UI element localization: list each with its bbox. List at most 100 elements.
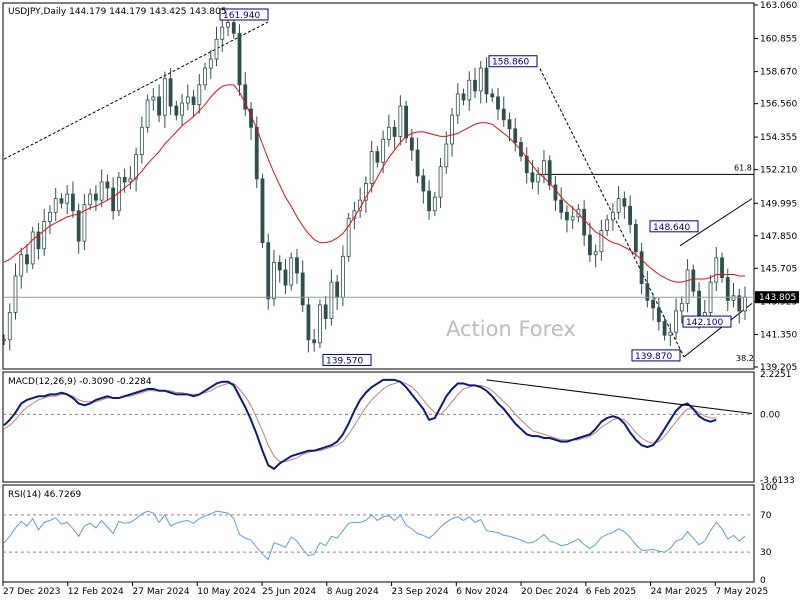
candle-body: [306, 304, 311, 341]
candle-body: [99, 181, 104, 201]
candle-body: [214, 38, 219, 60]
candle-body: [122, 176, 127, 183]
candle-body: [76, 210, 81, 242]
candle-body: [168, 78, 173, 107]
date-tick-label: 23 Sep 2024: [392, 587, 449, 597]
candle-body: [639, 251, 644, 285]
date-tick-label: 27 Dec 2023: [3, 587, 61, 597]
candle-body: [404, 105, 408, 139]
candle-body: [254, 126, 259, 180]
candle-body: [220, 26, 225, 40]
price-annotation: 139.570: [326, 356, 363, 366]
price-annotation: 139.870: [635, 352, 672, 362]
candle-body: [295, 257, 299, 274]
price-annotation-box: [219, 8, 269, 21]
candle-body: [610, 211, 615, 221]
candle-body: [260, 178, 265, 244]
candle-body: [547, 160, 552, 186]
candle-body: [289, 257, 294, 286]
candle-body: [622, 198, 627, 207]
price-panel-border: [2, 2, 755, 370]
candle-body: [386, 126, 391, 140]
candle-body: [180, 102, 184, 116]
candle-body: [341, 255, 345, 298]
price-annotation-box: [631, 349, 681, 362]
candle-body: [237, 32, 242, 86]
candle-body: [432, 196, 437, 212]
candle-body: [226, 22, 230, 28]
candle-body: [191, 96, 196, 105]
candle-body: [714, 257, 719, 283]
candle-body: [88, 193, 93, 206]
candle-body: [674, 310, 678, 333]
candle-body: [450, 114, 454, 145]
current-price-box: [755, 291, 799, 304]
price-annotation-box: [682, 315, 732, 328]
candle-body: [157, 96, 161, 116]
rsi-tick-label: 0: [760, 576, 766, 586]
channel-upper-line: [679, 198, 753, 247]
candle-body: [628, 205, 633, 225]
candle-body: [679, 302, 684, 312]
candle-body: [645, 283, 650, 301]
candle-body: [559, 199, 564, 213]
candle-body: [409, 137, 414, 151]
price-tick-label: 160.855: [760, 34, 797, 44]
fib-label: 38.2: [736, 354, 754, 363]
price-tick-label: 147.850: [760, 232, 797, 242]
candle-body: [42, 220, 47, 250]
rsi-axis: 100 70 30 0: [760, 483, 777, 586]
rsi-tick-label: 70: [760, 511, 772, 521]
candle-body: [272, 261, 276, 300]
macd-trendline: [486, 379, 753, 414]
candle-body: [329, 281, 334, 319]
candle-body: [185, 96, 190, 104]
price-annotation-box: [488, 55, 538, 68]
macd-tick-label: 0.00: [760, 410, 780, 420]
candle-body: [111, 187, 116, 212]
macd-panel-title: MACD(12,26,9) -0.3090 -0.2284: [8, 377, 152, 387]
candle-body: [616, 198, 621, 213]
candle-body: [312, 339, 317, 344]
price-axis: 163.060 160.855 158.670 156.560 154.355 152.2…: [3, 1, 799, 373]
candle-body: [139, 126, 144, 156]
candle-body: [582, 208, 587, 236]
candle-body: [536, 173, 541, 183]
candle-body: [243, 84, 248, 110]
candle-body: [691, 269, 696, 292]
price-tick-label: 163.060: [760, 1, 797, 11]
candle-body: [438, 166, 443, 198]
date-tick-label: 6 Feb 2025: [586, 587, 636, 597]
candle-body: [7, 312, 12, 341]
candle-body: [65, 193, 70, 204]
macd-axis: 2.2251 0.00 -3.6133: [760, 370, 795, 486]
macd-tick-label: -3.6133: [760, 476, 795, 486]
candle-body: [507, 119, 512, 130]
candle-body: [94, 193, 98, 201]
candle-body: [461, 93, 466, 101]
watermark: Action Forex: [446, 317, 576, 341]
candle-body: [71, 193, 75, 212]
candle-body: [421, 175, 426, 192]
candle-body: [455, 93, 460, 116]
candle-body: [484, 67, 489, 95]
rsi-panel-border: [2, 484, 755, 583]
candle-body: [162, 78, 167, 116]
candle-body: [576, 208, 581, 218]
candle-body: [53, 198, 58, 213]
price-panel-title: USDJPY,Daily 144.179 144.179 143.425 143…: [8, 7, 227, 17]
candle-body: [346, 217, 351, 257]
candle-body: [30, 231, 35, 265]
candle-body: [519, 142, 523, 157]
moving-average-line: [3, 84, 745, 283]
candle-body: [335, 281, 340, 298]
candle-body: [266, 242, 271, 300]
candle-body: [668, 331, 673, 336]
candle-body: [48, 211, 52, 222]
date-tick-label: 27 Mar 2024: [133, 587, 190, 597]
date-tick-label: 25 Jun 2024: [262, 587, 316, 597]
price-tick-label: 145.705: [760, 264, 797, 274]
candle-body: [381, 139, 386, 163]
candle-body: [415, 149, 420, 177]
